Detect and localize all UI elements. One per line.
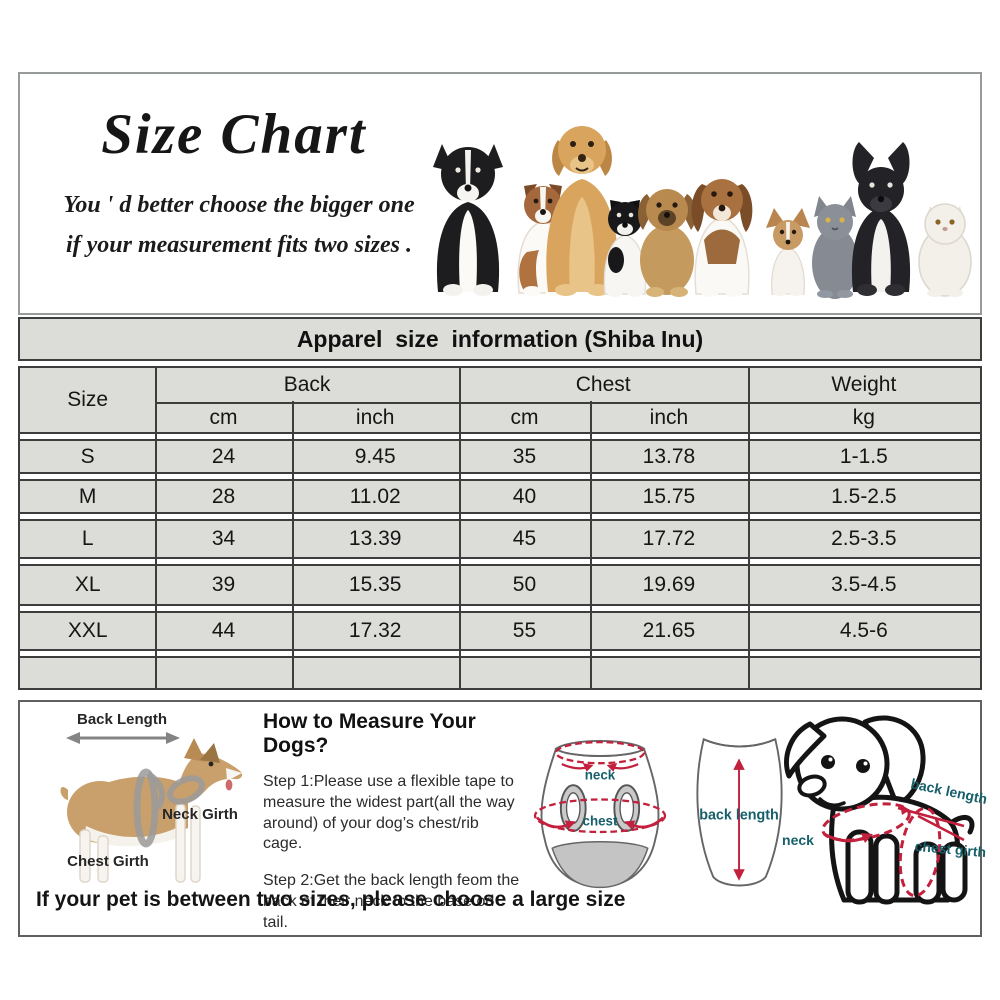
garment-back-diagram: back length	[696, 737, 783, 887]
col-header-back: Back	[155, 366, 459, 402]
garment-back-length-label: back length	[699, 808, 779, 824]
table-row-cell: S	[20, 439, 156, 474]
table-row-cell: 13.39	[291, 519, 459, 559]
table-row-cell: 24	[155, 439, 292, 474]
table-row-cell: 28	[155, 479, 292, 514]
puppy-measure-marks	[821, 802, 965, 898]
grid-line	[458, 366, 461, 690]
page-title: Size Chart	[101, 103, 367, 166]
table-row-cell: 9.45	[291, 439, 459, 474]
pets-group-photo	[433, 126, 972, 299]
dog-measure-side-diagram: Back Length	[60, 711, 243, 883]
back-length-arrow-vertical	[733, 758, 745, 881]
unit-chest-inch: inch	[590, 402, 748, 434]
size-table: Apparel size information (Shiba Inu) Siz…	[18, 317, 982, 690]
table-row-cell: 39	[155, 564, 292, 606]
neck-measure-ring	[554, 741, 646, 772]
table-row-cell: 44	[155, 611, 292, 651]
subtitle-line-1: You ' d better choose the bigger one	[63, 192, 415, 218]
table-row-cell: 15.35	[291, 564, 459, 606]
measure-panel: Back Length	[18, 700, 989, 937]
table-row-cell: 50	[458, 564, 591, 606]
unit-chest-cm: cm	[458, 402, 591, 434]
table-row-cell: 40	[458, 479, 591, 514]
chest-measure-ring	[533, 798, 667, 834]
table-empty-cell	[155, 656, 292, 690]
how-to-measure-block: How to Measure Your Dogs? Step 1:Please …	[263, 710, 521, 950]
dog-chihuahua	[766, 208, 810, 296]
table-row-cell: XXL	[20, 611, 156, 651]
table-row-cell: 35	[458, 439, 591, 474]
table-empty-cell	[291, 656, 459, 690]
table-row-cell: 2.5-3.5	[747, 519, 980, 559]
puppy-measure-diagram: back length neck chest girth	[782, 715, 989, 905]
table-row-cell: L	[20, 519, 156, 559]
table-row-cell: 17.72	[590, 519, 748, 559]
col-header-chest: Chest	[458, 366, 748, 402]
dog-golden-retriever	[546, 126, 618, 296]
dog-pekingese	[638, 189, 696, 297]
table-row-cell: 4.5-6	[747, 611, 980, 651]
table-row-cell: XL	[20, 564, 156, 606]
table-empty-cell	[747, 656, 980, 690]
table-row-cell: 3.5-4.5	[747, 564, 980, 606]
neck-girth-label: Neck Girth	[162, 806, 238, 823]
table-row-cell: 17.32	[291, 611, 459, 651]
unit-back-inch: inch	[291, 402, 459, 434]
table-row-cell: 13.78	[590, 439, 748, 474]
dog-french-bulldog	[851, 142, 911, 296]
back-length-label: Back Length	[77, 711, 167, 728]
table-empty-cell	[458, 656, 591, 690]
table-title: Apparel size information (Shiba Inu)	[18, 317, 982, 361]
table-row-cell: 19.69	[590, 564, 748, 606]
table-row-cell: 1-1.5	[747, 439, 980, 474]
grid-line	[155, 366, 158, 690]
size-advice-note: If your pet is between two sizes, please…	[36, 888, 626, 911]
table-row-cell: 15.75	[590, 479, 748, 514]
table-empty-cell	[20, 656, 156, 690]
grid-line	[747, 366, 750, 690]
dog-beagle	[691, 179, 753, 297]
back-length-arrow	[66, 732, 180, 744]
grid-line	[291, 401, 294, 690]
table-grid: Size Back Chest Weight cm inch cm inch k…	[18, 366, 982, 690]
subtitle-line-2: if your measurement fits two sizes .	[65, 232, 413, 258]
garment-chest-label: chest	[583, 813, 618, 828]
grid-line	[590, 401, 593, 690]
table-row-cell: 34	[155, 519, 292, 559]
table-row-cell: 55	[458, 611, 591, 651]
puppy-chest-girth-label: chest girth	[914, 838, 987, 860]
chest-girth-label: Chest Girth	[67, 853, 149, 870]
puppy-neck-label: neck	[782, 832, 814, 848]
unit-weight-kg: kg	[747, 402, 980, 434]
measure-step-1: Step 1:Please use a flexible tape to mea…	[263, 773, 515, 853]
table-row-cell: 1.5-2.5	[747, 479, 980, 514]
garment-front-diagram: neck chest	[533, 740, 667, 889]
how-to-heading: How to Measure Your Dogs?	[263, 710, 476, 757]
table-row-cell: 11.02	[291, 479, 459, 514]
col-header-size: Size	[20, 366, 156, 434]
table-row-cell: M	[20, 479, 156, 514]
dog-side-illustration	[60, 738, 243, 883]
table-row-cell: 21.65	[590, 611, 748, 651]
unit-back-cm: cm	[155, 402, 292, 434]
cat-grey	[812, 196, 858, 299]
cat-persian-white	[918, 203, 972, 297]
puppy-outline	[784, 715, 975, 905]
garment-neck-label: neck	[585, 767, 616, 782]
measure-step-2: Step 2:Get the back length feom the back…	[263, 872, 520, 931]
table-row-cell: 45	[458, 519, 591, 559]
col-header-weight: Weight	[747, 366, 980, 402]
header-panel: Size Chart You ' d better choose the big…	[18, 72, 982, 315]
table-empty-cell	[590, 656, 748, 690]
dog-border-collie	[433, 144, 503, 296]
